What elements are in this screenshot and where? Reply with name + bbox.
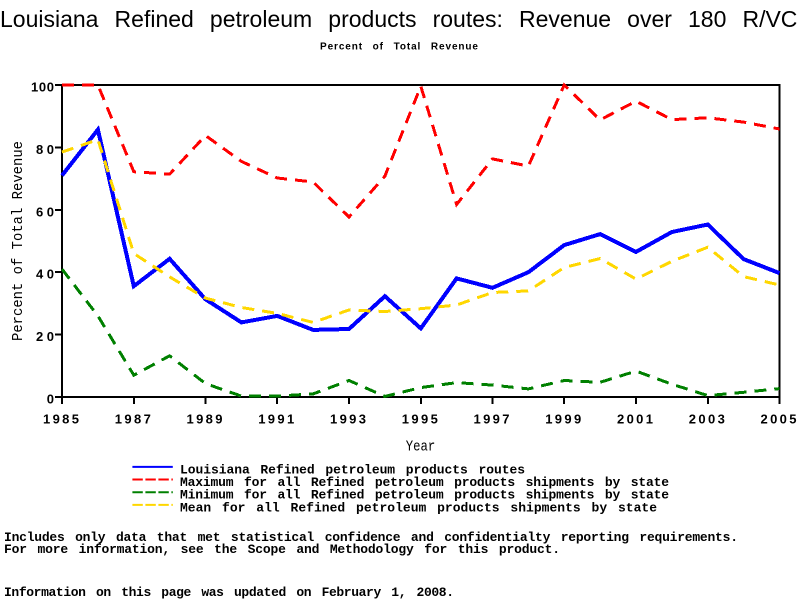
- svg-text:Percent of Total Revenue: Percent of Total Revenue: [320, 42, 479, 53]
- svg-text:Year: Year: [406, 439, 436, 456]
- svg-text:0: 0: [47, 392, 54, 407]
- svg-text:For more information, see the: For more information, see the Scope and …: [4, 542, 560, 557]
- svg-text:Percent of Total Revenue: Percent of Total Revenue: [10, 141, 27, 341]
- svg-text:Louisiana Refined petroleum pr: Louisiana Refined petroleum products rou…: [0, 6, 797, 32]
- svg-text:Includes only data that met st: Includes only data that met statistical …: [4, 530, 738, 545]
- svg-text:100: 100: [31, 80, 54, 95]
- svg-text:Minimum for all Refined petrol: Minimum for all Refined petroleum produc…: [180, 488, 669, 503]
- svg-text:Louisiana Refined petroleum pr: Louisiana Refined petroleum products rou…: [180, 462, 525, 477]
- svg-text:Maximum for all Refined petrol: Maximum for all Refined petroleum produc…: [180, 475, 669, 490]
- svg-text:Mean for all Refined petroleum: Mean for all Refined petroleum products …: [180, 500, 657, 515]
- svg-text:Information on this page was u: Information on this page was updated on …: [4, 585, 454, 600]
